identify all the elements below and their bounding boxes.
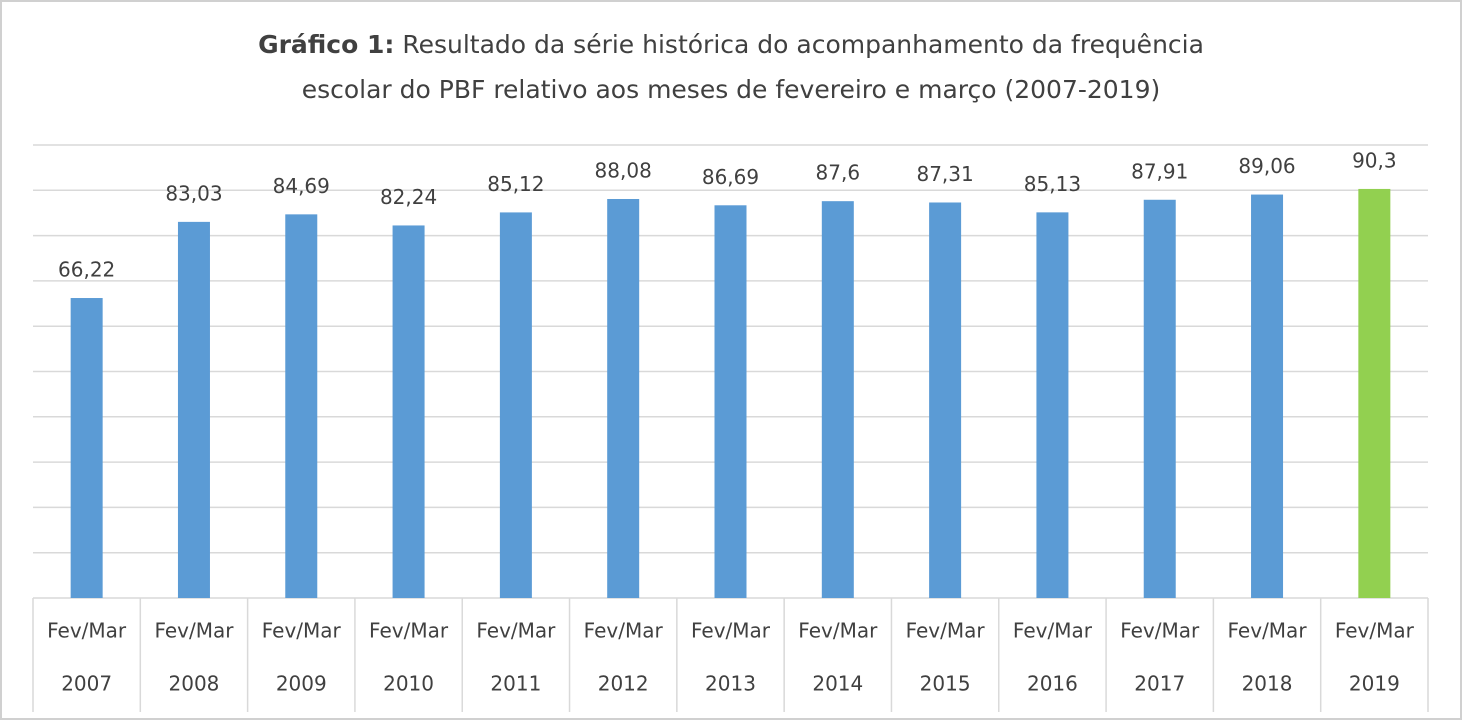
x-tick-label: Fev/Mar: [906, 619, 986, 643]
data-label: 83,03: [165, 181, 222, 205]
title-prefix: Gráfico 1:: [258, 30, 394, 59]
data-label: 84,69: [273, 174, 330, 198]
x-tick-label: Fev/Mar: [369, 619, 449, 643]
x-tick-label: Fev/Mar: [1120, 619, 1200, 643]
x-tick-label: 2018: [1242, 672, 1293, 696]
bar: [177, 221, 210, 599]
x-tick-label: Fev/Mar: [47, 619, 127, 643]
bar: [70, 298, 103, 598]
x-tick-label: 2016: [1027, 672, 1078, 696]
data-label: 85,12: [487, 172, 544, 196]
x-tick-label: Fev/Mar: [584, 619, 664, 643]
bar: [607, 198, 640, 598]
title-line: escolar do PBF relativo aos meses de fev…: [302, 75, 1161, 104]
data-label: 87,31: [916, 162, 973, 186]
data-label: 87,6: [816, 161, 861, 185]
bar: [285, 214, 318, 598]
x-tick-label: Fev/Mar: [1228, 619, 1308, 643]
data-label: 90,3: [1352, 148, 1397, 172]
x-tick-label: Fev/Mar: [691, 619, 771, 643]
x-tick-label: 2010: [383, 672, 434, 696]
bar: [929, 202, 962, 598]
bar: [392, 225, 425, 598]
x-tick-label: Fev/Mar: [154, 619, 234, 643]
bar: [1143, 199, 1176, 598]
x-tick-label: 2011: [490, 672, 541, 696]
bar: [1036, 212, 1069, 599]
data-label: 87,91: [1131, 159, 1188, 183]
bar: [1251, 194, 1284, 598]
x-tick-label: 2017: [1134, 672, 1185, 696]
data-label: 82,24: [380, 185, 437, 209]
x-tick-label: Fev/Mar: [1013, 619, 1093, 643]
x-tick-label: 2015: [920, 672, 971, 696]
x-tick-label: 2019: [1349, 672, 1400, 696]
x-tick-label: 2007: [61, 672, 112, 696]
x-tick-label: Fev/Mar: [476, 619, 556, 643]
bar: [499, 212, 532, 598]
data-label: 86,69: [702, 165, 759, 189]
data-label: 89,06: [1238, 154, 1295, 178]
x-tick-label: 2013: [705, 672, 756, 696]
title-line: Resultado da série histórica do acompanh…: [402, 30, 1204, 59]
chart-title: Gráfico 1: Resultado da série histórica …: [258, 30, 1204, 59]
x-tick-label: 2014: [812, 672, 863, 696]
data-label: 85,13: [1024, 172, 1081, 196]
data-label: 88,08: [595, 158, 652, 182]
data-label: 66,22: [58, 258, 115, 282]
x-tick-label: 2012: [598, 672, 649, 696]
bar: [821, 201, 854, 598]
x-tick-label: Fev/Mar: [1335, 619, 1415, 643]
x-tick-label: 2009: [276, 672, 327, 696]
bar: [714, 205, 747, 598]
x-tick-label: Fev/Mar: [798, 619, 878, 643]
x-tick-label: Fev/Mar: [262, 619, 342, 643]
x-tick-label: 2008: [169, 672, 220, 696]
bar: [1358, 188, 1391, 599]
